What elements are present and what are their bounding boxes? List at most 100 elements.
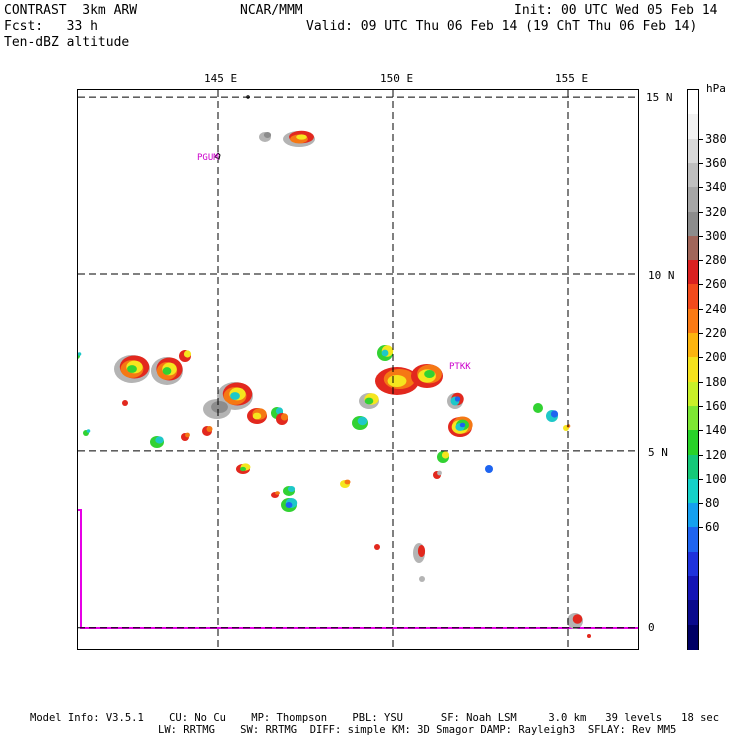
echo-cell-18-blue xyxy=(285,502,293,508)
colorbar-swatch xyxy=(688,624,698,650)
colorbar-label-340: 340 xyxy=(705,180,727,195)
colorbar-label-220: 220 xyxy=(705,326,727,341)
coastline xyxy=(214,95,250,160)
echo-cell-11-cyan xyxy=(155,436,164,444)
colorbar-label-160: 160 xyxy=(705,398,727,413)
echo-cell-30-green xyxy=(533,403,543,413)
colorbar-label-180: 180 xyxy=(705,374,727,389)
colorbar-label-60: 60 xyxy=(705,520,720,535)
echo-cell-33-red xyxy=(374,544,380,550)
echo-cell-26-blue xyxy=(459,422,466,428)
lat-label-0: 0 xyxy=(648,621,655,634)
colorbar-swatch xyxy=(688,284,698,310)
colorbar-tick xyxy=(699,333,703,335)
colorbar-tick xyxy=(699,527,703,529)
colorbar-label-260: 260 xyxy=(705,277,727,292)
colorbar-swatch xyxy=(688,551,698,577)
colorbar-label-380: 380 xyxy=(705,131,727,146)
echo-cell-37-red xyxy=(587,634,591,638)
colorbar-swatch xyxy=(688,308,698,334)
echo-cell-23-green xyxy=(364,397,374,405)
echo-cell-16-cyan xyxy=(287,486,296,492)
colorbar-tick xyxy=(699,430,703,432)
echo-cell-24-cyan xyxy=(357,416,368,426)
echo-cell-6-darkgray xyxy=(211,401,228,413)
colorbar-swatch xyxy=(688,576,698,602)
colorbar-label-280: 280 xyxy=(705,253,727,268)
echo-cell-3-green xyxy=(162,367,172,375)
echo-cells xyxy=(78,130,638,638)
echo-cell-31-blue xyxy=(550,410,559,418)
echo-cell-13-cyan xyxy=(86,429,91,433)
lon-label-150: 150 E xyxy=(380,72,414,85)
echo-cell-28-gray xyxy=(437,470,442,476)
map-panel xyxy=(77,89,639,650)
colorbar-swatch xyxy=(688,90,698,115)
echo-cell-17-orange xyxy=(275,491,280,495)
colorbar-swatch xyxy=(688,478,698,504)
colorbar-swatch xyxy=(688,138,698,164)
model-info-line1: Model Info: V3.5.1 CU: No Cu MP: Thompso… xyxy=(30,712,720,724)
colorbar-swatch xyxy=(688,381,698,407)
domain-boundary xyxy=(78,509,638,629)
echo-cell-8-cyan xyxy=(275,407,284,415)
valid-time: Valid: 09 UTC Thu 06 Feb 14 (19 ChT Thu … xyxy=(306,19,698,34)
station-label-ptkk: PTKK xyxy=(449,362,471,372)
colorbar-tick xyxy=(699,478,703,480)
field-name: Ten-dBZ altitude xyxy=(4,35,130,50)
colorbar-swatch xyxy=(688,600,698,626)
colorbar-tick xyxy=(699,405,703,407)
colorbar-label-320: 320 xyxy=(705,204,727,219)
echo-cell-38-red xyxy=(122,400,128,406)
lon-label-145: 145 E xyxy=(204,72,238,85)
colorbar-unit: hPa xyxy=(706,82,726,95)
model-info-line2: LW: RRTMG SW: RRTMG DIFF: simple KM: 3D … xyxy=(158,724,677,736)
colorbar-swatch xyxy=(688,162,698,188)
colorbar-tick xyxy=(699,308,703,310)
organization: NCAR/MMM xyxy=(240,3,303,18)
lat-label-10: 10 N xyxy=(648,269,675,282)
colorbar-tick xyxy=(699,187,703,189)
echo-cell-19-orange xyxy=(344,479,351,485)
colorbar-swatch xyxy=(688,357,698,383)
echo-cell-0-yellow xyxy=(296,134,307,140)
forecast-hour: Fcst: 33 h xyxy=(4,19,98,34)
echo-cell-5-cyan xyxy=(230,392,240,400)
echo-cell-10-orange xyxy=(206,426,213,432)
echo-cell-36-red xyxy=(572,614,583,624)
echo-cell-20-cyan xyxy=(381,349,389,357)
colorbar-swatch xyxy=(688,503,698,529)
colorbar-label-200: 200 xyxy=(705,350,727,365)
station-label-pgum: PGUM xyxy=(197,153,219,163)
model-title: CONTRAST 3km ARW xyxy=(4,3,138,18)
colorbar-swatch xyxy=(688,114,698,140)
guam-coastline xyxy=(214,152,221,160)
colorbar-tick xyxy=(699,260,703,262)
lat-label-15: 15 N xyxy=(646,91,673,104)
lon-label-155: 155 E xyxy=(555,72,589,85)
echo-cell-7-yellow xyxy=(252,412,262,420)
echo-cell-29-blue xyxy=(485,465,493,473)
colorbar-tick xyxy=(699,162,703,164)
echo-cell-1-darkgray xyxy=(263,132,272,138)
colorbar-label-120: 120 xyxy=(705,447,727,462)
colorbar-tick xyxy=(699,381,703,383)
echo-cell-25-blue xyxy=(454,396,461,402)
radar-map xyxy=(78,90,638,649)
echo-cell-35-gray xyxy=(419,576,425,582)
init-time: Init: 00 UTC Wed 05 Feb 14 xyxy=(514,3,718,18)
colorbar-tick xyxy=(699,357,703,359)
island-dot xyxy=(246,95,250,99)
colorbar-swatch xyxy=(688,430,698,456)
colorbar-label-80: 80 xyxy=(705,496,720,511)
colorbar-tick xyxy=(699,235,703,237)
colorbar-swatch xyxy=(688,454,698,480)
colorbar-label-100: 100 xyxy=(705,471,727,486)
colorbar-label-300: 300 xyxy=(705,228,727,243)
colorbar-label-140: 140 xyxy=(705,423,727,438)
colorbar-swatch xyxy=(688,235,698,261)
colorbar-swatch xyxy=(688,333,698,359)
colorbar xyxy=(687,89,699,650)
echo-cell-14-cyan xyxy=(78,352,82,356)
echo-cell-34-red xyxy=(417,545,426,557)
